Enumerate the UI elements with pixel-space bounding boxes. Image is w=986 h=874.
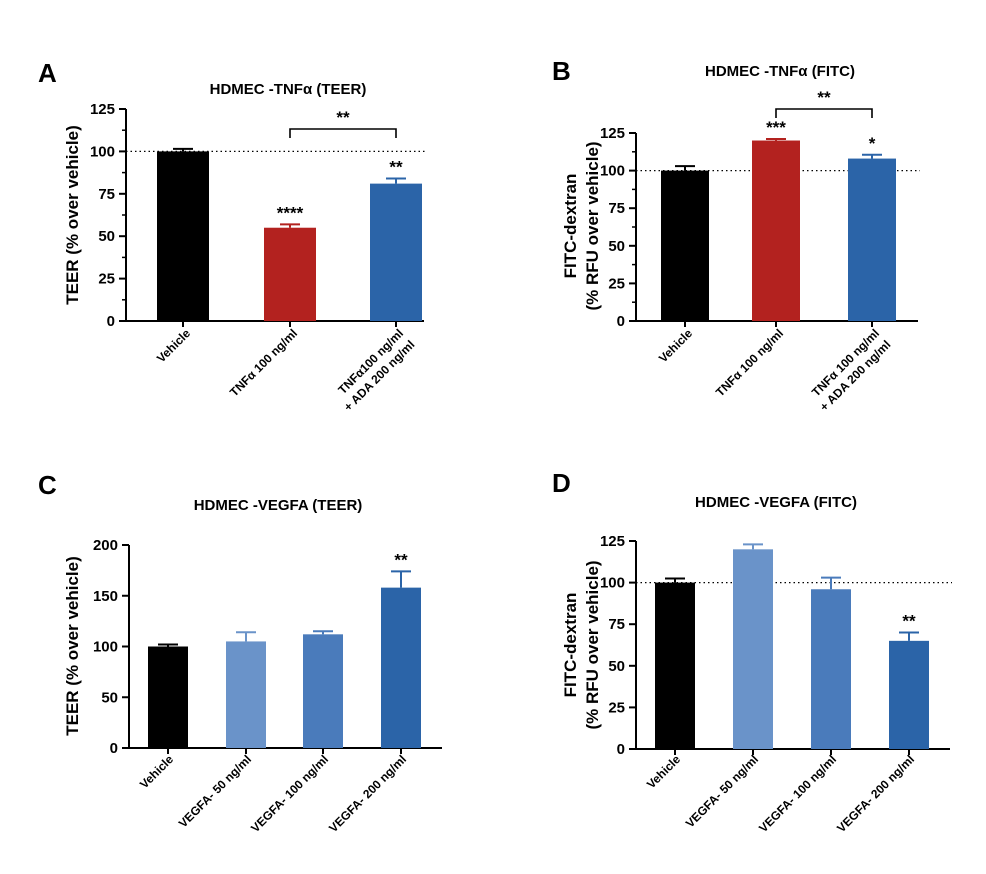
panel-letter: C [38,470,57,500]
y-tick-label: 125 [600,533,625,550]
x-tick-label-line: VEGFA- 50 ng/ml [176,752,254,830]
x-tick-label-line: Vehicle [154,326,193,365]
y-tick-label: 0 [617,741,625,758]
x-tick-label-line: TNFα 100 ng/ml [713,326,786,399]
chart-panel-d: D HDMEC -VEGFA (FITC) FITC-dextran (% RFU o… [552,468,952,835]
y-tick-label: 100 [90,143,115,160]
significance-label: ** [394,550,408,569]
y-tick-label: 150 [93,588,118,605]
bar [264,227,316,321]
bar [733,549,773,749]
panel-letter: A [38,58,57,88]
y-tick-label: 100 [600,575,625,592]
x-tick-label-line: VEGFA- 100 ng/ml [248,752,331,835]
panel-letter: B [552,56,571,86]
y-axis-label-line: TEER (% over vehicle) [63,556,82,736]
panel-letter: D [552,468,571,498]
x-tick-label: TNFα 100 ng/ml [227,326,300,399]
y-axis-label: FITC-dextran (% RFU over vehicle) [561,560,602,729]
x-tick-label: TNFα100 ng/ml+ ADA 200 ng/ml [330,326,418,414]
y-tick-label: 0 [107,313,115,330]
comparison-bracket [289,128,397,138]
y-axis-label-line: (% RFU over vehicle) [583,141,602,310]
bar [370,183,422,321]
bar [381,587,421,748]
x-tick-label-line: VEGFA- 50 ng/ml [683,752,761,830]
y-tick-label: 100 [93,639,118,656]
y-axis-label-line: FITC-dextran [561,174,580,279]
chart-title: HDMEC -VEGFA (TEER) [194,497,363,514]
bar [148,646,188,748]
y-axis-label: TEER (% over vehicle) [63,556,82,736]
y-tick-label: 0 [110,740,118,757]
y-tick-label: 25 [608,699,625,716]
x-tick-label-line: Vehicle [137,752,176,791]
x-tick-label: Vehicle [137,752,176,791]
y-tick-label: 25 [98,271,115,288]
bar [157,151,209,321]
y-axis-label: TEER (% over vehicle) [63,125,82,305]
y-tick-label: 75 [608,616,625,633]
y-axis-label: FITC-dextran (% RFU over vehicle) [561,141,602,310]
x-tick-label-line: VEGFA- 200 ng/ml [326,752,409,835]
significance-label: **** [277,203,304,222]
y-axis-label-line: (% RFU over vehicle) [583,560,602,729]
bar [303,634,343,748]
y-axis-label-line: TEER (% over vehicle) [63,125,82,305]
y-tick-label: 50 [101,689,118,706]
y-tick-label: 50 [608,658,625,675]
x-tick-label: TNFα 100 ng/ml+ ADA 200 ng/ml [806,326,894,414]
bracket-significance-label: ** [336,108,350,127]
y-tick-label: 125 [600,125,625,142]
chart-title: HDMEC -VEGFA (FITC) [695,494,857,511]
x-tick-label-line: Vehicle [644,752,683,791]
chart-panel-a: A HDMEC -TNFα (TEER) TEER (% over vehicle)… [38,58,426,414]
x-tick-label: VEGFA- 200 ng/ml [834,752,917,835]
x-tick-label-line: Vehicle [656,326,695,365]
chart-panel-c: C HDMEC -VEGFA (TEER) TEER (% over vehicle… [38,470,442,835]
x-tick-label: Vehicle [656,326,695,365]
x-tick-label-line: VEGFA- 100 ng/ml [756,752,839,835]
significance-label: ** [902,612,916,631]
bar [752,140,800,321]
y-tick-label: 100 [600,163,625,180]
x-tick-label: VEGFA- 100 ng/ml [248,752,331,835]
x-tick-label: VEGFA- 50 ng/ml [683,752,761,830]
bar [226,641,266,748]
x-tick-label: VEGFA- 50 ng/ml [176,752,254,830]
chart-title: HDMEC -TNFα (TEER) [210,81,367,98]
y-tick-label: 50 [608,238,625,255]
x-tick-label-line: TNFα 100 ng/ml [227,326,300,399]
x-tick-label: Vehicle [154,326,193,365]
y-tick-label: 75 [98,186,115,203]
y-axis-label-line: FITC-dextran [561,593,580,698]
x-tick-label-line: VEGFA- 200 ng/ml [834,752,917,835]
y-tick-label: 125 [90,101,115,118]
bar [889,640,929,749]
bar [848,158,896,321]
chart-panel-b: B HDMEC -TNFα (FITC) FITC-dextran (% RFU ov… [552,56,920,414]
x-tick-label: VEGFA- 100 ng/ml [756,752,839,835]
x-tick-label: Vehicle [644,752,683,791]
bracket-significance-label: ** [817,88,831,107]
bar [655,582,695,749]
x-tick-label: VEGFA- 200 ng/ml [326,752,409,835]
y-tick-label: 25 [608,275,625,292]
comparison-bracket [775,108,873,118]
bar [811,589,851,749]
significance-label: * [869,134,876,153]
y-tick-label: 50 [98,228,115,245]
y-tick-label: 200 [93,537,118,554]
y-tick-label: 0 [617,313,625,330]
significance-label: ** [389,158,403,177]
significance-label: *** [766,118,786,137]
chart-title: HDMEC -TNFα (FITC) [705,63,855,80]
y-tick-label: 75 [608,200,625,217]
bar [661,170,709,321]
x-tick-label: TNFα 100 ng/ml [713,326,786,399]
